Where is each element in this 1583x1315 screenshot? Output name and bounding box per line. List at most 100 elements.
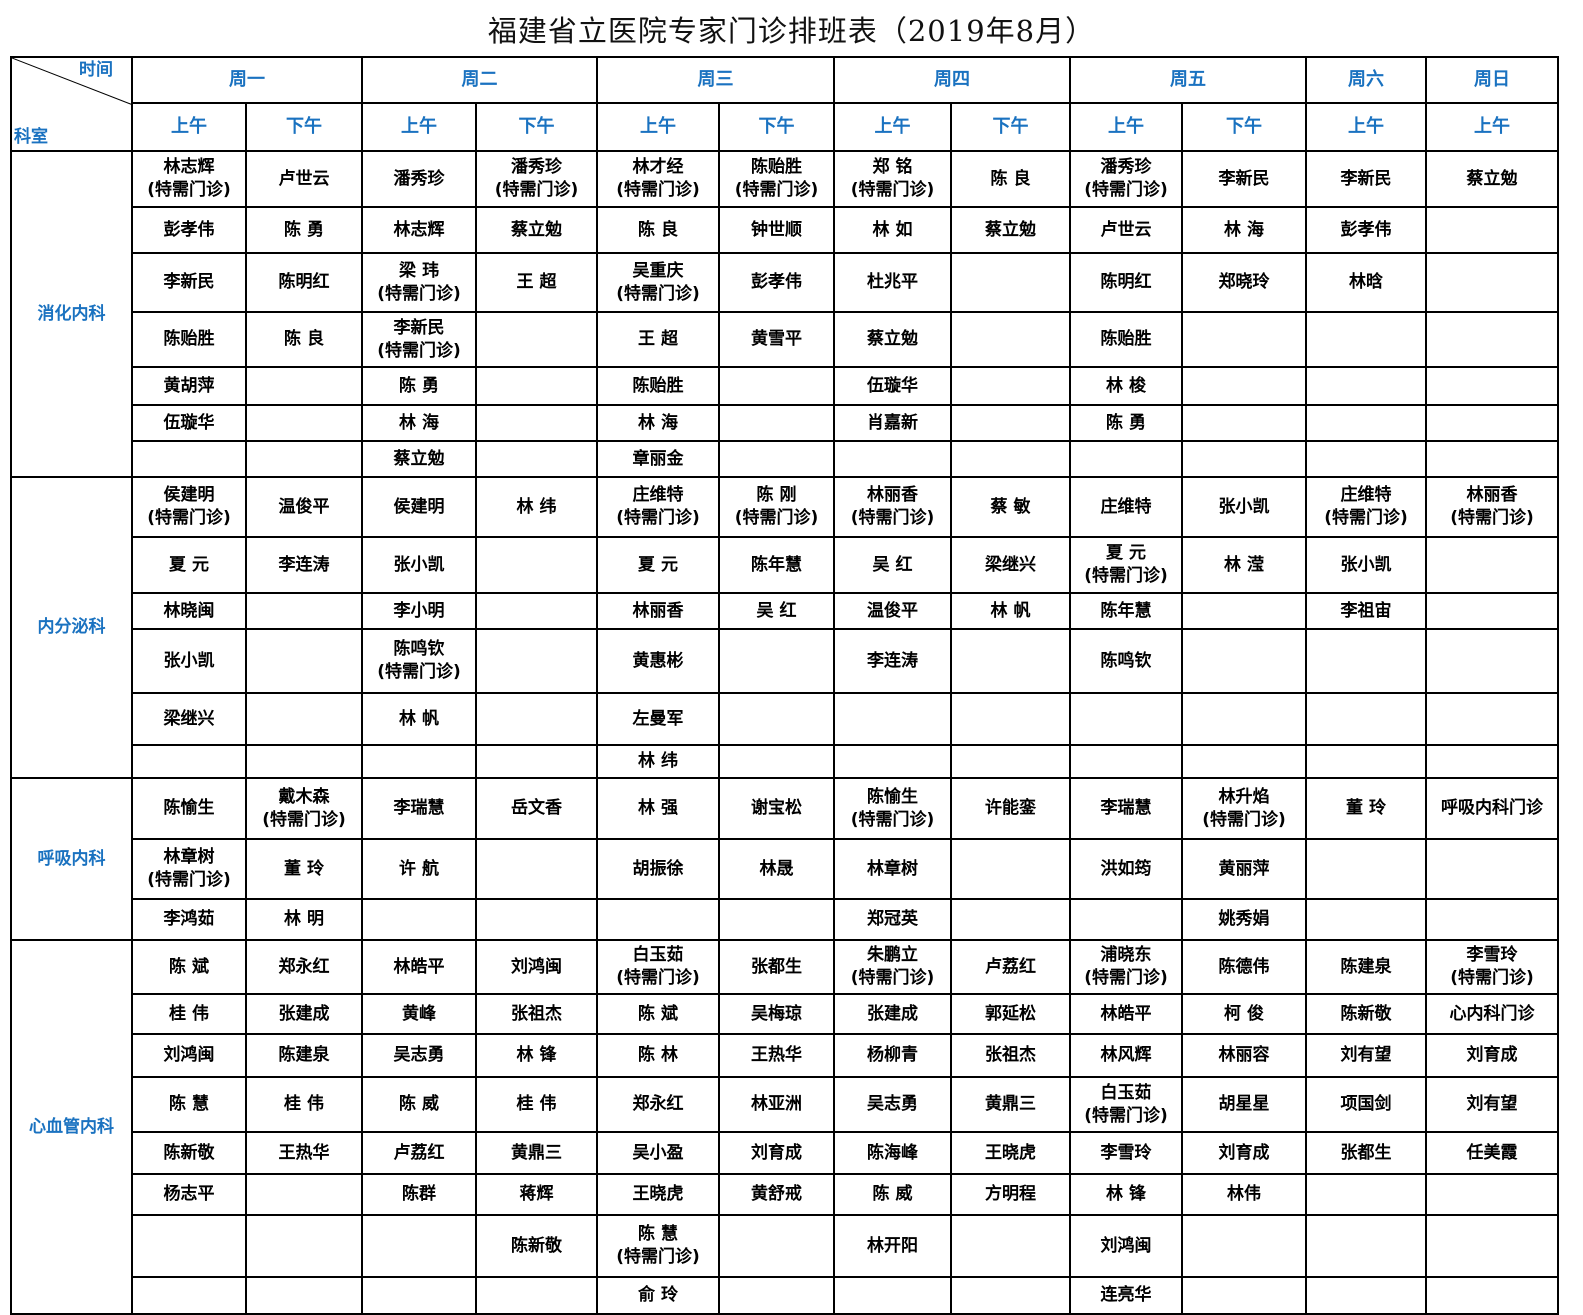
schedule-table: 时间 科室 周一 周二 周三 周四 周五 周六 周日 上午 下午 上午 下午 上午 下午 上午 下午 上午下… [10, 56, 1559, 1315]
doctor-cell: 林 纬 [596, 744, 720, 779]
doctor-cell: 郑冠英 [833, 898, 952, 941]
doctor-cell [718, 404, 835, 442]
doctor-cell [1425, 311, 1559, 368]
table-row: 陈贻胜陈 良李新民 (特需门诊) 王 超黄雪平 蔡立勉 陈贻胜 [11, 311, 1559, 368]
doctor-cell [950, 440, 1071, 478]
doctor-cell: 陈新敬 [131, 1131, 247, 1175]
doctor-cell [1181, 1276, 1307, 1315]
doctor-cell: 温俊平 [245, 476, 363, 538]
doctor-cell [1425, 536, 1559, 594]
doctor-cell: 张祖杰 [950, 1033, 1071, 1078]
doctor-cell [245, 592, 363, 630]
doctor-cell [1069, 692, 1183, 746]
doctor-cell: 陈贻胜 [596, 366, 720, 406]
doctor-cell: 蔡立勉 [361, 440, 477, 478]
doctor-cell: 董 玲 [245, 838, 363, 900]
doctor-cell [1181, 311, 1307, 368]
doctor-cell: 陈鸣钦 [1069, 628, 1183, 694]
doctor-cell [950, 1214, 1071, 1278]
doctor-cell: 刘育成 [1425, 1033, 1559, 1078]
doctor-cell: 林章树 (特需门诊) [131, 838, 247, 900]
doctor-cell [1305, 1276, 1427, 1315]
doctor-cell [1069, 440, 1183, 478]
doctor-cell: 庄维特 (特需门诊) [1305, 476, 1427, 538]
doctor-cell [718, 628, 835, 694]
doctor-cell [1425, 440, 1559, 478]
doctor-cell: 李新民 (特需门诊) [361, 311, 477, 368]
doctor-cell [1425, 206, 1559, 254]
doctor-cell [1425, 252, 1559, 313]
table-row: 夏 元李连涛 张小凯夏 元陈年慧吴 红梁继兴夏 元 (特需门诊) 林 滢张小凯 [11, 536, 1559, 594]
doctor-cell [245, 440, 363, 478]
doctor-cell: 林志辉 (特需门诊) [131, 150, 247, 208]
doctor-cell [245, 404, 363, 442]
doctor-cell: 胡星星 [1181, 1076, 1307, 1133]
table-row: 内分泌科 侯建明 (特需门诊) 温俊平 侯建明林 纬庄维特 (特需门诊) 陈 刚 (特需… [10, 476, 1559, 779]
table-row: 刘鸿闽 陈建泉 吴志勇林 锋陈 林王热华 杨柳青 张祖杰 林风辉 林丽容 刘有望 刘育成 [11, 1033, 1559, 1078]
doctor-cell: 陈 斌 [131, 939, 247, 995]
doctor-cell [131, 1276, 247, 1315]
doctor-cell [361, 744, 477, 779]
doctor-cell: 吴小盈 [596, 1131, 720, 1175]
doctor-cell: 侯建明 [361, 476, 477, 538]
doctor-cell [245, 366, 363, 406]
doctor-cell: 李新民 [1305, 150, 1427, 208]
doctor-cell [361, 898, 477, 941]
doctor-cell [1425, 1276, 1559, 1315]
doctor-cell: 郑 铭 (特需门诊) [833, 150, 952, 208]
doctor-cell [1425, 404, 1559, 442]
doctor-cell: 蒋辉 [475, 1173, 598, 1216]
doctor-cell: 吴志勇 [361, 1033, 477, 1078]
doctor-cell: 侯建明 (特需门诊) [131, 476, 247, 538]
doctor-cell: 李雪玲 [1069, 1131, 1183, 1175]
doctor-cell: 蔡立勉 [833, 311, 952, 368]
doctor-cell [1425, 628, 1559, 694]
session-header: 上午 [1305, 102, 1427, 152]
table-row: 俞 玲 连亮华 [11, 1276, 1559, 1315]
doctor-cell: 王晓虎 [596, 1173, 720, 1216]
doctor-cell [718, 440, 835, 478]
session-header: 上午 [131, 102, 247, 152]
doctor-cell: 陈愉生 (特需门诊) [833, 777, 952, 840]
table-row: 心血管内科陈 斌郑永红 林皓平 刘鸿闽 白玉茹 (特需门诊) 张都生 朱鹏立 (特需门诊)… [10, 939, 1559, 1315]
doctor-cell: 方明程 [950, 1173, 1071, 1216]
doctor-cell [1069, 744, 1183, 779]
doctor-cell [1305, 838, 1427, 900]
doctor-cell [1181, 692, 1307, 746]
doctor-cell: 郑晓玲 [1181, 252, 1307, 313]
doctor-cell [718, 898, 835, 941]
table-row: 黄胡萍 陈 勇 陈贻胜 伍璇华 林 梭 [11, 366, 1559, 406]
table-row: 林晓闽 李小明 林丽香吴 红温俊平林 帆陈年慧 李祖宙 [11, 592, 1559, 630]
doctor-cell: 彭孝伟 [1305, 206, 1427, 254]
doctor-cell: 胡振徐 [596, 838, 720, 900]
doctor-cell: 王 超 [596, 311, 720, 368]
doctor-cell: 蔡 敏 [950, 476, 1071, 538]
doctor-cell: 项国剑 [1305, 1076, 1427, 1133]
doctor-cell: 陈新敬 [475, 1214, 598, 1278]
doctor-cell [1425, 692, 1559, 746]
doctor-cell: 李瑞慧 [361, 777, 477, 840]
doctor-cell: 岳文香 [475, 777, 598, 840]
doctor-cell [950, 311, 1071, 368]
doctor-cell [1305, 440, 1427, 478]
doctor-cell [245, 1214, 363, 1278]
doctor-cell: 陈海峰 [833, 1131, 952, 1175]
doctor-cell: 朱鹏立 (特需门诊) [833, 939, 952, 995]
doctor-cell: 林 如 [833, 206, 952, 254]
doctor-cell: 张小凯 [1305, 536, 1427, 594]
doctor-cell [475, 592, 598, 630]
doctor-cell: 陈建泉 [1305, 939, 1427, 995]
session-header: 下午 [1181, 102, 1307, 152]
doctor-cell: 卢世云 [245, 150, 363, 208]
doctor-cell: 陈愉生 [131, 777, 247, 840]
doctor-cell: 刘鸿闽 [475, 939, 598, 995]
doctor-cell: 伍璇华 [833, 366, 952, 406]
doctor-cell [1305, 1214, 1427, 1278]
doctor-cell: 杜兆平 [833, 252, 952, 313]
doctor-cell: 蔡立勉 [1425, 150, 1559, 208]
doctor-cell: 蔡立勉 [475, 206, 598, 254]
doctor-cell [718, 1214, 835, 1278]
day-header: 周二 [361, 56, 598, 104]
doctor-cell: 林 强 [596, 777, 720, 840]
doctor-cell: 张建成 [245, 993, 363, 1035]
